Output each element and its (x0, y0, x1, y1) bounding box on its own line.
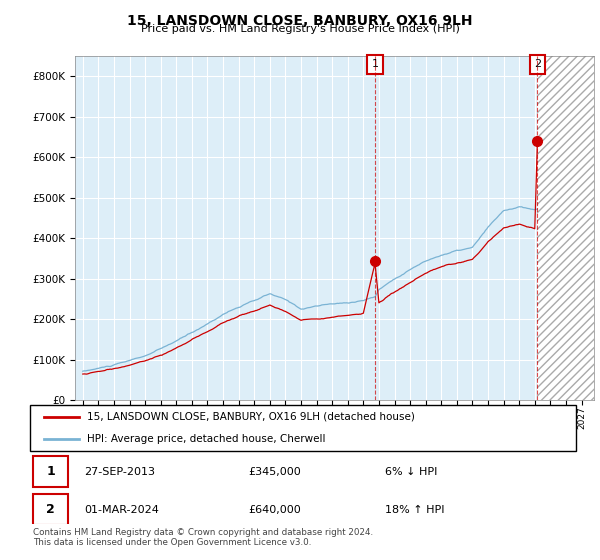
Text: HPI: Average price, detached house, Cherwell: HPI: Average price, detached house, Cher… (88, 434, 326, 444)
Text: 6% ↓ HPI: 6% ↓ HPI (385, 467, 437, 477)
Text: 1: 1 (371, 59, 379, 69)
Text: Price paid vs. HM Land Registry's House Price Index (HPI): Price paid vs. HM Land Registry's House … (140, 24, 460, 34)
Bar (33, 494, 68, 525)
Text: £640,000: £640,000 (248, 505, 301, 515)
Bar (538, 56, 594, 400)
Text: 01-MAR-2024: 01-MAR-2024 (85, 505, 160, 515)
Text: 2: 2 (534, 59, 541, 69)
Text: 15, LANSDOWN CLOSE, BANBURY, OX16 9LH (detached house): 15, LANSDOWN CLOSE, BANBURY, OX16 9LH (d… (88, 412, 415, 422)
Text: 27-SEP-2013: 27-SEP-2013 (85, 467, 155, 477)
Bar (33, 456, 68, 487)
Text: 1: 1 (46, 465, 55, 478)
Text: £345,000: £345,000 (248, 467, 301, 477)
Text: 15, LANSDOWN CLOSE, BANBURY, OX16 9LH: 15, LANSDOWN CLOSE, BANBURY, OX16 9LH (127, 14, 473, 28)
Text: 2: 2 (46, 503, 55, 516)
Bar (538, 56, 594, 400)
Text: 18% ↑ HPI: 18% ↑ HPI (385, 505, 445, 515)
Text: Contains HM Land Registry data © Crown copyright and database right 2024.
This d: Contains HM Land Registry data © Crown c… (33, 528, 373, 547)
